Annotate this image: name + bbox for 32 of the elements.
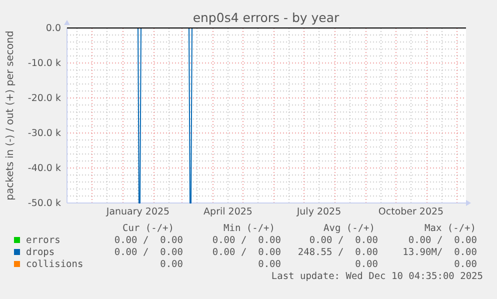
- text: Avg (-/+): [324, 223, 375, 234]
- chart-title: enp0s4 errors - by year: [192, 10, 340, 25]
- legend-label: errors: [26, 235, 60, 246]
- text: 0.00: [258, 259, 282, 270]
- text: 0.00 / 0.00: [309, 235, 378, 246]
- x-tick-label: April 2025: [204, 206, 252, 218]
- y-tick-label: -20.0 k: [28, 93, 62, 104]
- text: 0.00: [160, 259, 184, 270]
- text: 13.90M/ 0.00: [402, 247, 478, 258]
- text: 0.00 / 0.00: [212, 247, 282, 258]
- text: Max (-/+): [424, 223, 476, 234]
- x-tick-label: October 2025: [378, 206, 444, 218]
- y-tick-label: 0.0: [46, 23, 61, 34]
- text: Last update: Wed Dec 10 04:35:00 2025: [271, 271, 483, 282]
- text: 0.00: [355, 259, 378, 270]
- text: 0.00 / 0.00: [408, 235, 478, 246]
- y-tick-label: -10.0 k: [28, 58, 62, 70]
- x-tick-label: July 2025: [296, 206, 342, 218]
- text: 0.00: [454, 259, 478, 270]
- y-tick-label: -30.0 k: [28, 128, 62, 140]
- y-tick-label: -40.0 k: [28, 163, 62, 174]
- legend-label: collisions: [26, 259, 84, 270]
- x-tick-label: January 2025: [105, 206, 170, 218]
- text: Cur (-/+): [122, 223, 174, 234]
- y-tick-label: -50.0 k: [28, 198, 62, 210]
- text: 0.00 / 0.00: [114, 247, 184, 258]
- legend-label: drops: [26, 247, 55, 258]
- y-axis-title: packets in (-) / out (+) per second: [5, 30, 16, 200]
- text: Min (-/+): [224, 223, 275, 234]
- text: 0.00 / 0.00: [212, 235, 282, 246]
- text: 0.00 / 0.00: [114, 235, 184, 246]
- text: 248.55 / 0.00: [298, 247, 378, 258]
